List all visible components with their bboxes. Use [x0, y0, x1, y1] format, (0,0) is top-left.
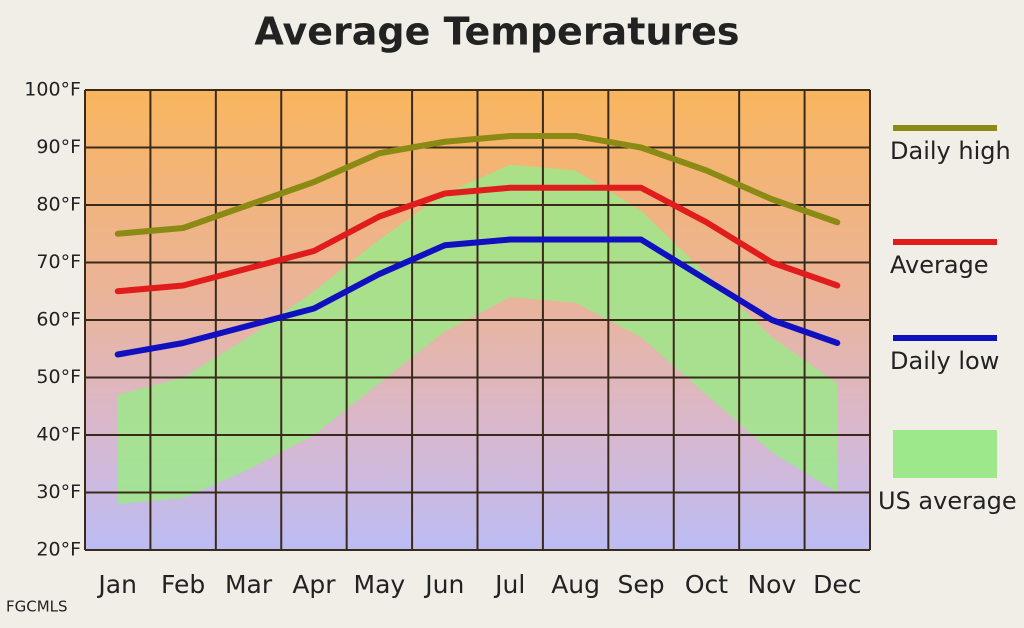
x-tick-label: Jul [493, 570, 525, 599]
y-tick-label: 70°F [36, 251, 81, 273]
x-tick-label: Aug [551, 570, 600, 599]
line-series [114, 236, 841, 358]
y-tick-label: 90°F [36, 136, 81, 158]
x-tick-label: Apr [292, 570, 336, 599]
line-series [114, 184, 841, 295]
source: FGCMLS [6, 598, 68, 616]
y-tick-label: 20°F [36, 539, 81, 561]
y-tick-label: 50°F [36, 366, 81, 388]
x-tick-label: May [354, 570, 406, 599]
x-tick-label: Sep [617, 570, 664, 599]
line-series [114, 133, 841, 237]
y-tick-label: 100°F [24, 79, 81, 101]
chart-title: Average Temperatures [254, 10, 739, 54]
x-tick-label: Oct [685, 570, 728, 599]
x-tick-label: Nov [747, 570, 796, 599]
legend-label: Average [890, 251, 989, 279]
legend-label: Daily low [890, 347, 999, 375]
x-tick-label: Jan [96, 570, 137, 599]
x-tick-label: Feb [161, 570, 205, 599]
legend-label: US average [878, 487, 1017, 515]
legend-label: Daily high [890, 137, 1011, 165]
y-tick-label: 40°F [36, 424, 81, 446]
x-tick-label: Dec [813, 570, 861, 599]
y-tick-label: 80°F [36, 194, 81, 216]
y-tick-label: 60°F [36, 309, 81, 331]
y-tick-label: 30°F [36, 481, 81, 503]
x-tick-label: Jun [423, 570, 464, 599]
legend-swatch [893, 430, 997, 478]
x-tick-label: Mar [225, 570, 273, 599]
